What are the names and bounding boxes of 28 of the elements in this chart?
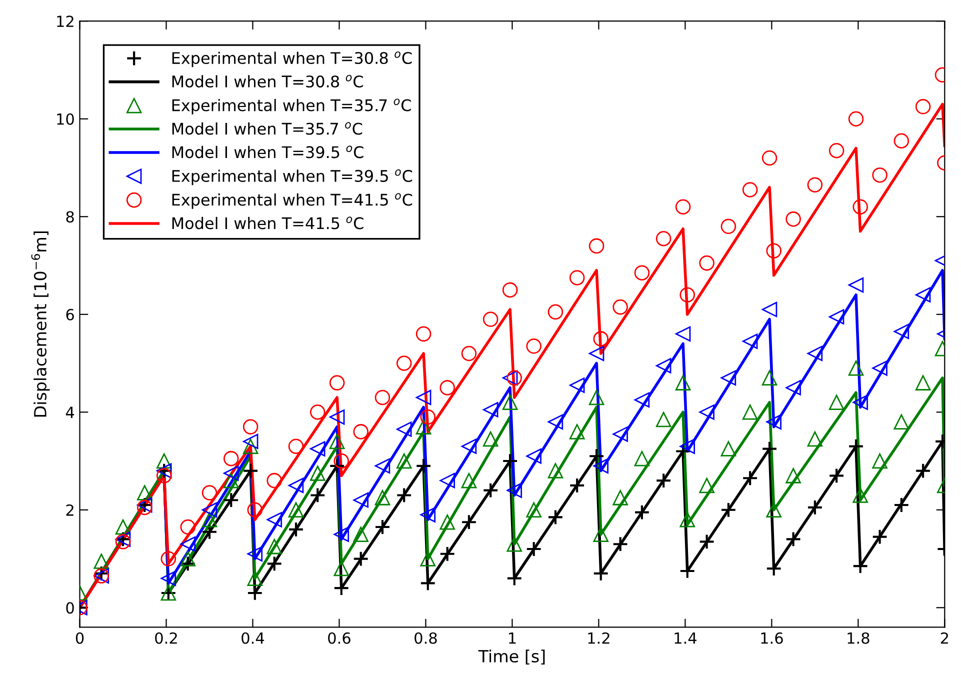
legend-label: Experimental when T=35.7 $^{o}$C [172,98,411,114]
x-axis-title: Time [s] [478,650,545,664]
x-tick-label: 0.8 [414,632,437,644]
y-tick-label: 12 [57,16,74,27]
legend-label: Experimental when T=39.5 $^{o}$C [172,169,412,186]
y-axis-title: Displacement [10$^{−6}$m] [31,232,50,417]
legend-label: Experimental when T=30.8 $^{o}$C [172,51,412,68]
x-tick-label: 0.2 [155,632,177,644]
legend-label: Model I when T=39.5 $^{o}$C [172,146,364,158]
y-tick-label: 4 [66,406,74,418]
x-tick-label: 1.4 [674,632,696,644]
x-tick-label: 0 [76,632,84,644]
x-tick-label: 1.6 [761,632,783,644]
y-tick-label: 8 [66,211,74,223]
x-tick-label: 0.4 [242,632,264,644]
x-tick-label: 1 [509,632,516,644]
legend-label: Model I when T=35.7 $^{o}$C [172,122,362,135]
legend-label: Model I when T=41.5 $^{o}$C [172,216,364,230]
y-tick-label: 10 [57,113,74,125]
x-tick-label: 0.6 [328,632,350,644]
legend-label: Experimental when T=41.5 $^{o}$C [172,193,412,209]
x-tick-label: 1.8 [848,632,870,644]
y-tick-label: 6 [66,308,74,320]
y-tick-label: 2 [66,504,74,516]
x-tick-label: 1.2 [588,632,610,644]
x-tick-label: 2 [940,632,948,644]
legend-label: Model I when T=30.8 $^{o}$C [172,74,363,88]
y-tick-label: 0 [66,602,74,614]
